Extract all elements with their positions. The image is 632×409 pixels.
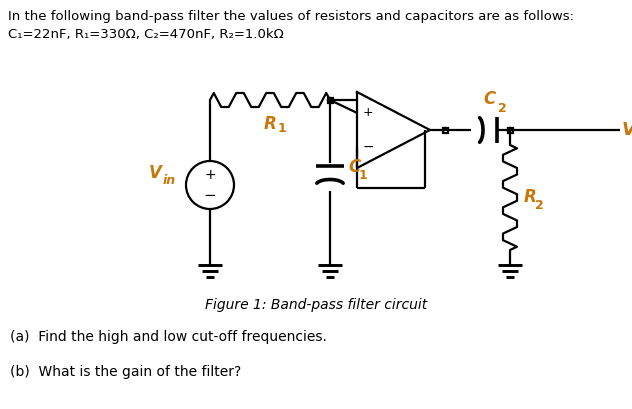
Circle shape (442, 128, 447, 133)
Text: in: in (163, 175, 176, 187)
Circle shape (327, 97, 332, 103)
Text: V: V (149, 164, 161, 182)
Text: −: − (204, 189, 216, 204)
Text: 1: 1 (359, 169, 368, 182)
Text: Figure 1: Band-pass filter circuit: Figure 1: Band-pass filter circuit (205, 298, 427, 312)
Text: (b)  What is the gain of the filter?: (b) What is the gain of the filter? (10, 365, 241, 379)
Text: V: V (622, 121, 632, 139)
Text: 2: 2 (498, 102, 507, 115)
Bar (327, 97, 332, 103)
Text: In the following band-pass filter the values of resistors and capacitors are as : In the following band-pass filter the va… (8, 10, 574, 23)
Text: +: + (363, 106, 374, 119)
Text: −: − (363, 140, 375, 154)
Text: C₁=22nF, R₁=330Ω, C₂=470nF, R₂=1.0kΩ: C₁=22nF, R₁=330Ω, C₂=470nF, R₂=1.0kΩ (8, 28, 284, 41)
Text: 1: 1 (278, 122, 287, 135)
Bar (442, 128, 447, 133)
Text: (a)  Find the high and low cut-off frequencies.: (a) Find the high and low cut-off freque… (10, 330, 327, 344)
Text: R: R (524, 189, 537, 207)
Text: R: R (264, 115, 276, 133)
Text: 2: 2 (535, 199, 544, 212)
Text: C: C (348, 159, 360, 177)
Text: +: + (204, 168, 216, 182)
Text: C: C (484, 90, 496, 108)
Circle shape (507, 128, 513, 133)
Bar (507, 128, 513, 133)
